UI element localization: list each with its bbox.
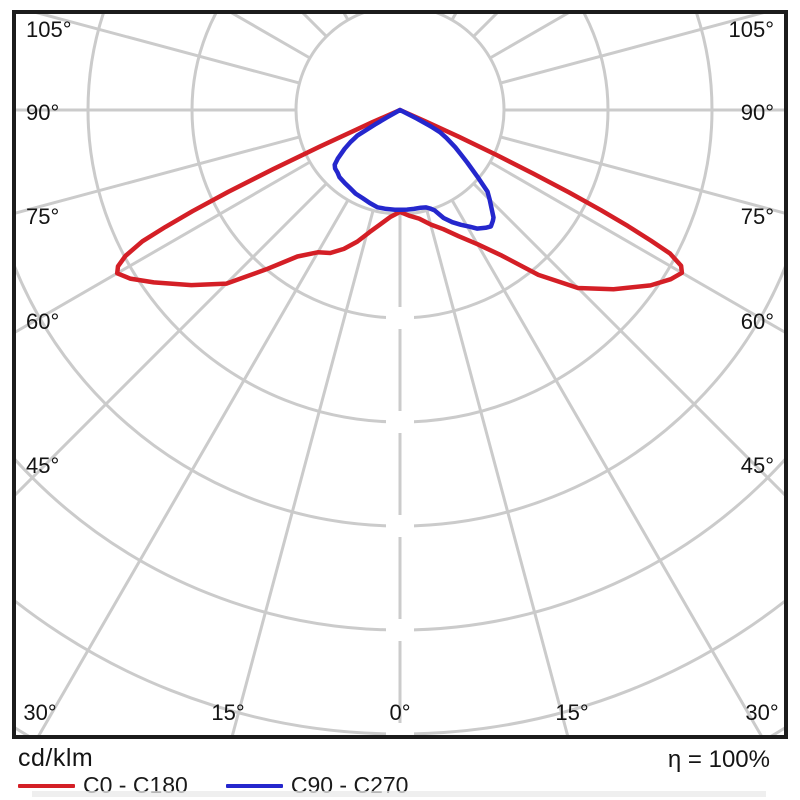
grid-radial xyxy=(500,135,784,215)
ring-label-gap xyxy=(386,515,414,537)
angle-label-bottom: 15° xyxy=(211,700,244,725)
grid-radial xyxy=(230,210,375,735)
angle-label-right: 105° xyxy=(728,17,774,42)
ring-label-gap xyxy=(386,411,414,433)
angle-label-left: 45° xyxy=(26,453,59,478)
grid-radial xyxy=(500,14,765,85)
angle-label-left: 75° xyxy=(26,204,59,229)
angle-label-left: 60° xyxy=(26,309,59,334)
grid-radial xyxy=(425,210,570,735)
ring-label-gap xyxy=(386,723,414,735)
angle-labels: 105° 105° 90° 90° 75° 75° 60° 60° 45° 45° 30° 15° 0°… xyxy=(23,17,778,725)
angle-label-left: 105° xyxy=(26,17,72,42)
angle-label-right: 90° xyxy=(741,100,774,125)
grid-radial xyxy=(472,182,784,497)
legend-swatch-blue xyxy=(225,783,283,788)
ring-label-gap xyxy=(386,307,414,329)
grid-radial xyxy=(427,0,685,10)
light-output-ratio-label: η = 100% xyxy=(667,746,770,773)
angle-label-right: 60° xyxy=(741,309,774,334)
ring-label-gap xyxy=(386,619,414,641)
grid-radial xyxy=(16,135,300,215)
image-bottom-edge xyxy=(32,791,766,797)
unit-label: cd/klm xyxy=(18,744,94,772)
grid-radial xyxy=(489,160,784,334)
curve-c90-c270 xyxy=(332,107,496,231)
angle-label-right: 75° xyxy=(741,204,774,229)
angle-label-bottom: 15° xyxy=(555,700,588,725)
plot-border xyxy=(12,10,788,739)
legend-swatch-red xyxy=(18,783,75,788)
angle-label-bottom: 0° xyxy=(389,700,410,725)
grid-radial xyxy=(115,0,373,10)
grid-radial xyxy=(35,14,300,85)
grid-radial xyxy=(37,199,350,735)
angle-label-bottom: 30° xyxy=(745,700,778,725)
angle-label-left: 90° xyxy=(26,100,59,125)
angle-label-right: 45° xyxy=(741,453,774,478)
grid-radial xyxy=(450,199,763,735)
grid-radial xyxy=(16,182,328,497)
grid-radial xyxy=(16,160,311,334)
angle-label-bottom: 30° xyxy=(23,700,56,725)
